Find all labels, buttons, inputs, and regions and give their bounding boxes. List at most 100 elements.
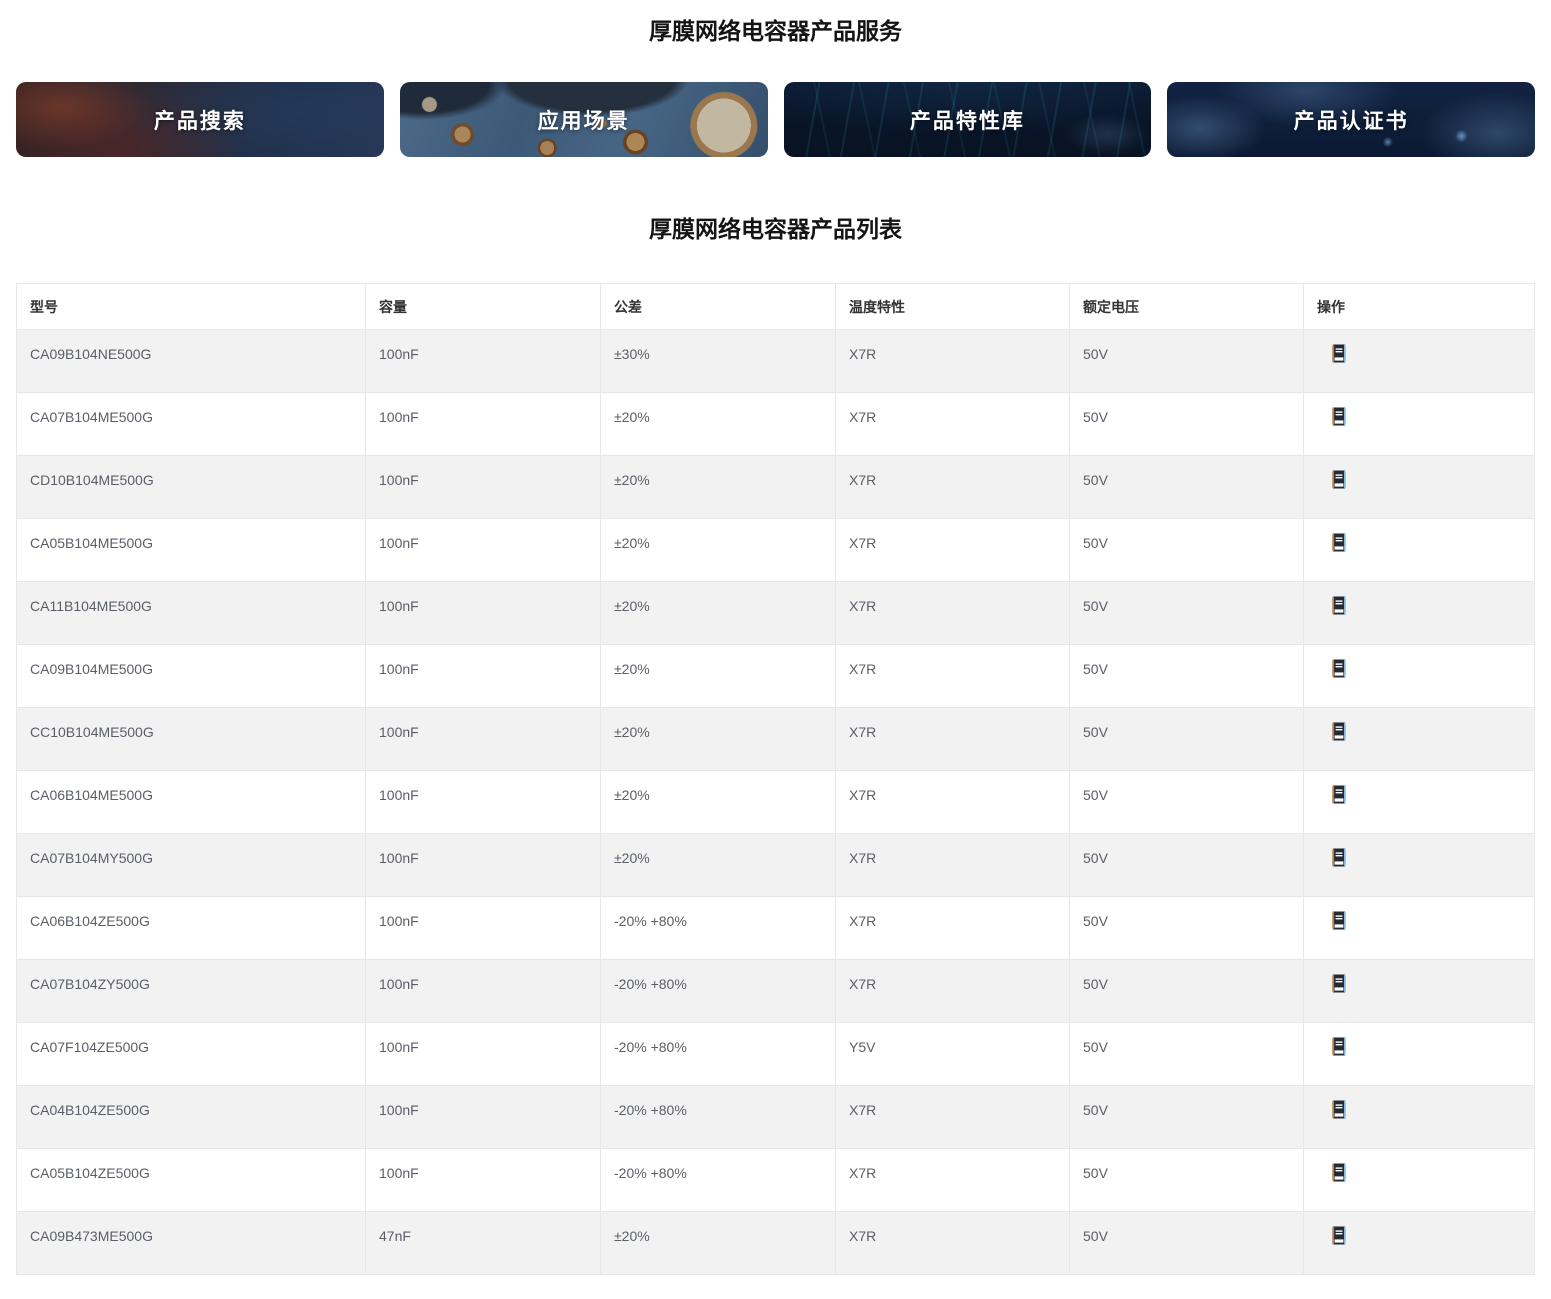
nav-card-product-search[interactable]: 产品搜索 bbox=[16, 82, 384, 157]
cell-actions bbox=[1303, 896, 1535, 960]
cell-rated-voltage: 50V bbox=[1069, 959, 1304, 1023]
cell-capacity: 100nF bbox=[365, 644, 601, 708]
cell-rated-voltage: 50V bbox=[1069, 1148, 1304, 1212]
cell-rated-voltage: 50V bbox=[1069, 1211, 1304, 1275]
cell-actions bbox=[1303, 455, 1535, 519]
cell-capacity: 100nF bbox=[365, 581, 601, 645]
table-row: CA05B104ZE500G 100nF -20% +80% X7R 50V bbox=[16, 1148, 1535, 1212]
notebook-icon[interactable] bbox=[1331, 470, 1347, 489]
cell-temp-char: X7R bbox=[835, 581, 1070, 645]
cell-model: CA09B104NE500G bbox=[16, 329, 366, 393]
cell-capacity: 100nF bbox=[365, 896, 601, 960]
nav-card-label: 产品特性库 bbox=[909, 109, 1025, 133]
cell-tolerance: ±20% bbox=[600, 833, 836, 897]
table-row: CA04B104ZE500G 100nF -20% +80% X7R 50V bbox=[16, 1085, 1535, 1149]
notebook-icon[interactable] bbox=[1331, 785, 1347, 804]
cell-rated-voltage: 50V bbox=[1069, 392, 1304, 456]
notebook-icon[interactable] bbox=[1331, 1037, 1347, 1056]
cell-tolerance: -20% +80% bbox=[600, 1148, 836, 1212]
cell-capacity: 47nF bbox=[365, 1211, 601, 1275]
cell-capacity: 100nF bbox=[365, 1148, 601, 1212]
table-row: CD10B104ME500G 100nF ±20% X7R 50V bbox=[16, 455, 1535, 519]
cell-tolerance: ±20% bbox=[600, 392, 836, 456]
cell-actions bbox=[1303, 518, 1535, 582]
cell-rated-voltage: 50V bbox=[1069, 329, 1304, 393]
cell-capacity: 100nF bbox=[365, 1085, 601, 1149]
cell-rated-voltage: 50V bbox=[1069, 644, 1304, 708]
cell-temp-char: X7R bbox=[835, 896, 1070, 960]
table-row: CA11B104ME500G 100nF ±20% X7R 50V bbox=[16, 581, 1535, 645]
cell-capacity: 100nF bbox=[365, 959, 601, 1023]
notebook-icon[interactable] bbox=[1331, 848, 1347, 867]
nav-card-label: 产品认证书 bbox=[1293, 109, 1409, 133]
nav-card-product-certificate[interactable]: 产品认证书 bbox=[1167, 82, 1535, 157]
cell-rated-voltage: 50V bbox=[1069, 1022, 1304, 1086]
cell-rated-voltage: 50V bbox=[1069, 518, 1304, 582]
cell-tolerance: -20% +80% bbox=[600, 1085, 836, 1149]
cell-capacity: 100nF bbox=[365, 770, 601, 834]
cell-model: CA07B104ZY500G bbox=[16, 959, 366, 1023]
header-model: 型号 bbox=[16, 283, 366, 330]
cell-model: CA07B104ME500G bbox=[16, 392, 366, 456]
cell-temp-char: X7R bbox=[835, 707, 1070, 771]
table-row: CA07B104ZY500G 100nF -20% +80% X7R 50V bbox=[16, 959, 1535, 1023]
notebook-icon[interactable] bbox=[1331, 1226, 1347, 1245]
cell-temp-char: Y5V bbox=[835, 1022, 1070, 1086]
cell-capacity: 100nF bbox=[365, 455, 601, 519]
notebook-icon[interactable] bbox=[1331, 1100, 1347, 1119]
cell-tolerance: ±20% bbox=[600, 770, 836, 834]
notebook-icon[interactable] bbox=[1331, 911, 1347, 930]
header-actions: 操作 bbox=[1303, 283, 1535, 330]
table-row: CA05B104ME500G 100nF ±20% X7R 50V bbox=[16, 518, 1535, 582]
cell-temp-char: X7R bbox=[835, 455, 1070, 519]
cell-actions bbox=[1303, 1022, 1535, 1086]
notebook-icon[interactable] bbox=[1331, 533, 1347, 552]
cell-tolerance: ±20% bbox=[600, 1211, 836, 1275]
nav-card-product-feature-library[interactable]: 产品特性库 bbox=[783, 82, 1152, 157]
header-tolerance: 公差 bbox=[600, 283, 836, 330]
cell-rated-voltage: 50V bbox=[1069, 833, 1304, 897]
cell-actions bbox=[1303, 959, 1535, 1023]
cell-temp-char: X7R bbox=[835, 392, 1070, 456]
notebook-icon[interactable] bbox=[1331, 1163, 1347, 1182]
notebook-icon[interactable] bbox=[1331, 974, 1347, 993]
cell-model: CA05B104ZE500G bbox=[16, 1148, 366, 1212]
header-rated-voltage: 额定电压 bbox=[1069, 283, 1304, 330]
header-capacity: 容量 bbox=[365, 283, 601, 330]
notebook-icon[interactable] bbox=[1331, 596, 1347, 615]
cell-capacity: 100nF bbox=[365, 707, 601, 771]
cell-capacity: 100nF bbox=[365, 833, 601, 897]
table-row: CA09B104NE500G 100nF ±30% X7R 50V bbox=[16, 329, 1535, 393]
notebook-icon[interactable] bbox=[1331, 344, 1347, 363]
cell-model: CD10B104ME500G bbox=[16, 455, 366, 519]
cell-actions bbox=[1303, 392, 1535, 456]
table-header-row: 型号 容量 公差 温度特性 额定电压 操作 bbox=[16, 283, 1535, 330]
cell-model: CA11B104ME500G bbox=[16, 581, 366, 645]
cell-rated-voltage: 50V bbox=[1069, 770, 1304, 834]
cell-rated-voltage: 50V bbox=[1069, 896, 1304, 960]
cell-actions bbox=[1303, 770, 1535, 834]
cell-model: CA09B473ME500G bbox=[16, 1211, 366, 1275]
cell-temp-char: X7R bbox=[835, 770, 1070, 834]
cell-tolerance: ±20% bbox=[600, 644, 836, 708]
cell-model: CA04B104ZE500G bbox=[16, 1085, 366, 1149]
table-row: CA07B104MY500G 100nF ±20% X7R 50V bbox=[16, 833, 1535, 897]
table-row: CA06B104ME500G 100nF ±20% X7R 50V bbox=[16, 770, 1535, 834]
notebook-icon[interactable] bbox=[1331, 722, 1347, 741]
cell-rated-voltage: 50V bbox=[1069, 707, 1304, 771]
table-row: CA07B104ME500G 100nF ±20% X7R 50V bbox=[16, 392, 1535, 456]
product-table-wrap: 型号 容量 公差 温度特性 额定电压 操作 CA09B104NE500G 100… bbox=[16, 283, 1535, 1275]
cell-temp-char: X7R bbox=[835, 833, 1070, 897]
cell-rated-voltage: 50V bbox=[1069, 581, 1304, 645]
cell-tolerance: ±20% bbox=[600, 455, 836, 519]
cell-rated-voltage: 50V bbox=[1069, 455, 1304, 519]
notebook-icon[interactable] bbox=[1331, 407, 1347, 426]
notebook-icon[interactable] bbox=[1331, 659, 1347, 678]
cell-actions bbox=[1303, 1085, 1535, 1149]
cell-temp-char: X7R bbox=[835, 1211, 1070, 1275]
table-row: CA09B473ME500G 47nF ±20% X7R 50V bbox=[16, 1211, 1535, 1275]
table-row: CA07F104ZE500G 100nF -20% +80% Y5V 50V bbox=[16, 1022, 1535, 1086]
nav-card-label: 产品搜索 bbox=[153, 109, 246, 133]
cell-capacity: 100nF bbox=[365, 1022, 601, 1086]
nav-card-application-scenarios[interactable]: 应用场景 bbox=[399, 82, 768, 157]
